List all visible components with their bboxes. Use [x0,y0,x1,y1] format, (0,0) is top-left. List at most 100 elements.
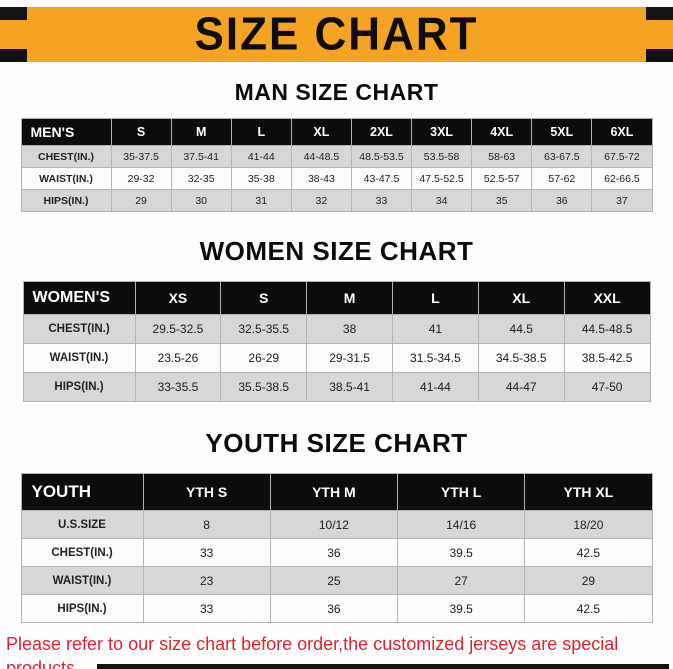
bottom-black-bar [97,664,669,669]
men-section-heading: MAN SIZE CHART [234,79,439,105]
page-title: SIZE CHART [194,8,479,60]
corner-mark-bottom-left [0,49,27,62]
size-value: 58-63 [471,145,533,168]
size-value: 36 [269,594,399,623]
row-label: CHEST(IN.) [22,314,136,344]
men-size-section: MAN SIZE CHART MEN'S S M L XL 2XL 3XL 4XL 5XL 6XL… [0,79,673,212]
size-value: 34.5-38.5 [477,343,565,373]
size-value: 38.5-42.5 [563,343,651,373]
size-column-header: S [110,118,172,146]
size-column-header: XXL [563,281,651,315]
size-value: 39.5 [396,594,526,623]
row-label: HIPS(IN.) [22,372,136,402]
size-column-header: L [230,118,292,146]
size-column-header: 3XL [411,118,473,146]
size-value: 36 [531,189,593,212]
size-value: 42.5 [524,594,653,623]
table-header-row: MEN'S S M L XL 2XL 3XL 4XL 5XL 6XL [20,118,653,146]
size-value: 35-38 [230,167,292,190]
size-value: 35-37.5 [110,145,172,168]
size-value: 39.5 [396,538,526,567]
size-value: 42.5 [524,538,653,567]
size-column-header: S [220,281,308,315]
table-corner-label: WOMEN'S [22,281,136,315]
size-column-header: YTH XL [524,473,653,511]
size-column-header: 2XL [350,118,413,146]
size-column-header: XL [477,281,565,315]
size-value: 41-44 [391,372,479,402]
size-value: 63-67.5 [531,145,593,168]
size-value: 38 [306,314,393,344]
size-value: 29-32 [110,167,172,190]
size-value: 34 [411,189,473,212]
size-column-header: XL [290,118,352,146]
size-value: 67.5-72 [591,145,653,168]
size-value: 41 [391,314,479,344]
table-row: CHEST(IN.) 29.5-32.5 32.5-35.5 38 41 44.5 44.5… [22,314,651,344]
size-value: 48.5-53.5 [350,145,413,168]
row-label: WAIST(IN.) [20,167,112,190]
size-column-header: XS [134,281,222,315]
size-value: 32 [290,189,352,212]
footer-note-line-1: Please refer to our size chart before or… [6,634,619,669]
size-value: 44-48.5 [290,145,352,168]
table-row: WAIST(IN.) 23.5-26 26-29 29-31.5 31.5-34.5 34… [22,343,651,373]
size-column-header: M [170,118,232,146]
women-section-heading: WOMEN SIZE CHART [199,236,474,266]
size-value: 32.5-35.5 [220,314,308,344]
size-value: 35 [471,189,533,212]
size-column-header: 6XL [591,118,653,146]
size-value: 36 [269,538,399,567]
size-value: 33-35.5 [134,372,222,402]
size-value: 52.5-57 [471,167,533,190]
row-label: HIPS(IN.) [20,594,144,623]
row-label: CHEST(IN.) [20,145,112,168]
men-size-table: MEN'S S M L XL 2XL 3XL 4XL 5XL 6XL CHEST(IN.) 35-37… [20,118,653,212]
size-value: 27 [396,566,526,595]
size-value: 10/12 [269,510,399,539]
size-value: 32-35 [170,167,232,190]
size-column-header: YTH S [142,473,271,511]
size-column-header: YTH M [269,473,399,511]
size-value: 18/20 [524,510,653,539]
size-value: 41-44 [230,145,292,168]
row-label: WAIST(IN.) [22,343,136,373]
size-value: 62-66.5 [591,167,653,190]
women-size-table: WOMEN'S XS S M L XL XXL CHEST(IN.) 29.5-32.5 32.5… [22,281,651,402]
size-column-header: 4XL [471,118,533,146]
size-value: 38.5-41 [306,372,393,402]
size-value: 33 [142,538,271,567]
row-label: U.S.SIZE [20,510,144,539]
row-label: WAIST(IN.) [20,566,144,595]
size-value: 29 [110,189,172,212]
size-value: 38-43 [290,167,352,190]
size-value: 31.5-34.5 [391,343,479,373]
table-row: WAIST(IN.) 23 25 27 29 [20,566,653,595]
table-row: HIPS(IN.) 33-35.5 35.5-38.5 38.5-41 41-44 44-… [22,372,651,402]
corner-mark-top-right [646,7,673,20]
table-header-row: YOUTH YTH S YTH M YTH L YTH XL [20,473,653,511]
size-value: 33 [142,594,271,623]
table-row: CHEST(IN.) 33 36 39.5 42.5 [20,538,653,567]
size-value: 53.5-58 [411,145,473,168]
size-value: 31 [230,189,292,212]
size-value: 47.5-52.5 [411,167,473,190]
size-value: 8 [142,510,271,539]
size-value: 37 [591,189,653,212]
corner-mark-bottom-right [646,49,673,62]
size-column-header: 5XL [531,118,593,146]
size-chart-banner: SIZE CHART [0,7,673,62]
size-value: 25 [269,566,399,595]
table-row: U.S.SIZE 8 10/12 14/16 18/20 [20,510,653,539]
youth-size-section: YOUTH SIZE CHART YOUTH YTH S YTH M YTH L YTH… [0,428,673,623]
size-column-header: L [391,281,479,315]
size-value: 23.5-26 [134,343,222,373]
size-column-header: M [306,281,393,315]
youth-size-table: YOUTH YTH S YTH M YTH L YTH XL U.S.SIZE 8 10/12… [20,473,653,623]
size-value: 47-50 [563,372,651,402]
size-value: 57-62 [531,167,593,190]
size-value: 29 [524,566,653,595]
size-value: 44.5 [477,314,565,344]
size-value: 44-47 [477,372,565,402]
